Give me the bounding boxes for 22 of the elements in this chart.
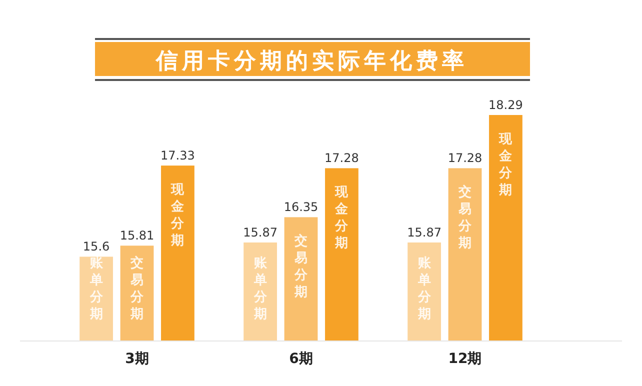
chart-title: 信用卡分期的实际年化费率 [155,48,468,74]
x-tick-label: 12期 [448,351,482,367]
data-label: 15.81 [120,228,154,243]
data-label: 15.87 [243,225,278,240]
text: 交易分期 [458,185,472,252]
data-label: 15.6 [82,240,110,254]
data-label: 16.35 [284,200,318,214]
x-tick-label: 3期 [125,351,149,367]
data-label: 17.28 [324,151,359,166]
data-label: 15.87 [407,225,442,240]
text: 账单分期 [254,256,267,322]
data-label: 17.33 [160,148,195,163]
text: 账单分期 [418,256,431,322]
series-label: 交易分期 [130,255,144,322]
text: 现金分期 [171,182,184,249]
text: 现金分期 [335,185,348,252]
data-label: 17.28 [448,151,482,166]
data-label: 18.29 [488,98,523,112]
series-label: 账单分期 [88,256,104,322]
series-label: 现金分期 [498,132,514,198]
text: 交易分期 [294,234,308,300]
x-tick-label: 6期 [289,351,313,367]
